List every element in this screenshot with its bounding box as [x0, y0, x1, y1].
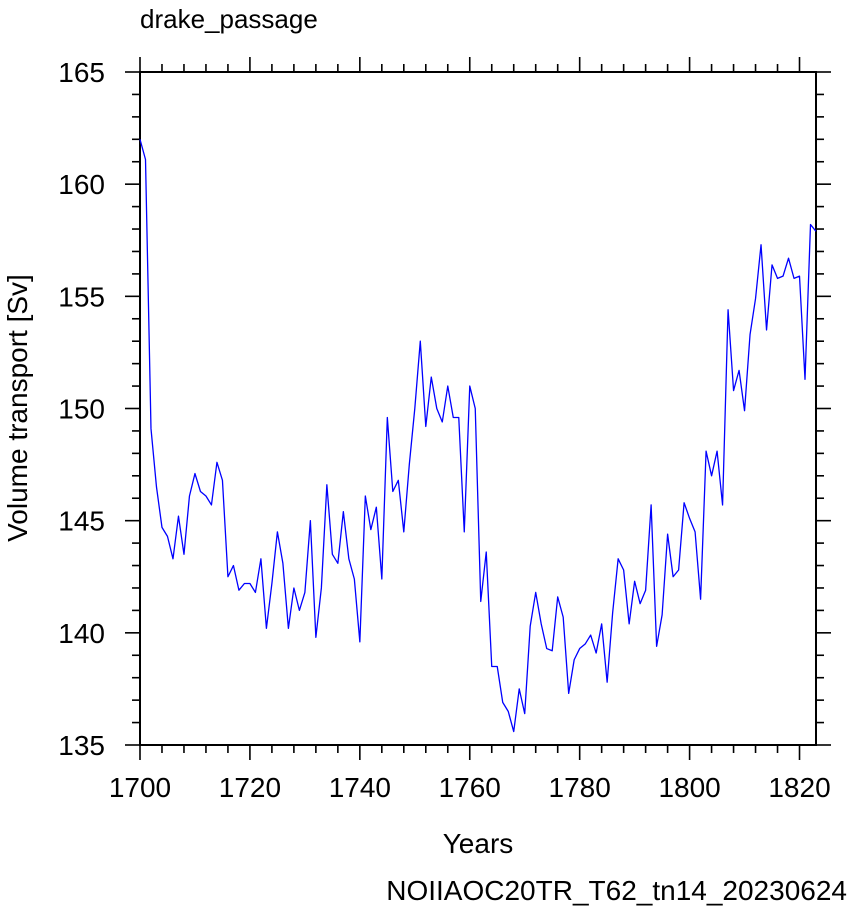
x-tick-label: 1760 — [439, 772, 501, 803]
y-tick-label: 155 — [58, 281, 105, 312]
chart-title: drake_passage — [140, 4, 318, 34]
x-axis-label: Years — [443, 828, 514, 859]
x-tick-label: 1700 — [109, 772, 171, 803]
y-tick-label: 160 — [58, 169, 105, 200]
y-tick-label: 165 — [58, 57, 105, 88]
x-tick-label: 1720 — [219, 772, 281, 803]
plot-frame — [139, 71, 817, 746]
y-tick-label: 140 — [58, 618, 105, 649]
case-name-label: NOIIAOC20TR_T62_tn14_20230624 — [386, 875, 847, 906]
y-axis-label: Volume transport [Sv] — [2, 274, 33, 542]
x-tick-label: 1820 — [768, 772, 830, 803]
x-tick-label: 1800 — [658, 772, 720, 803]
series-line-drake-passage — [139, 139, 817, 733]
y-tick-label: 150 — [58, 394, 105, 425]
x-tick-label: 1780 — [549, 772, 611, 803]
y-tick-label: 145 — [58, 506, 105, 537]
tick-labels: 1700 1720 1740 1760 1780 1800 1820 135 140 145 150… — [58, 57, 830, 803]
y-tick-label: 135 — [58, 730, 105, 761]
tick-marks — [125, 57, 831, 760]
x-tick-label: 1740 — [329, 772, 391, 803]
